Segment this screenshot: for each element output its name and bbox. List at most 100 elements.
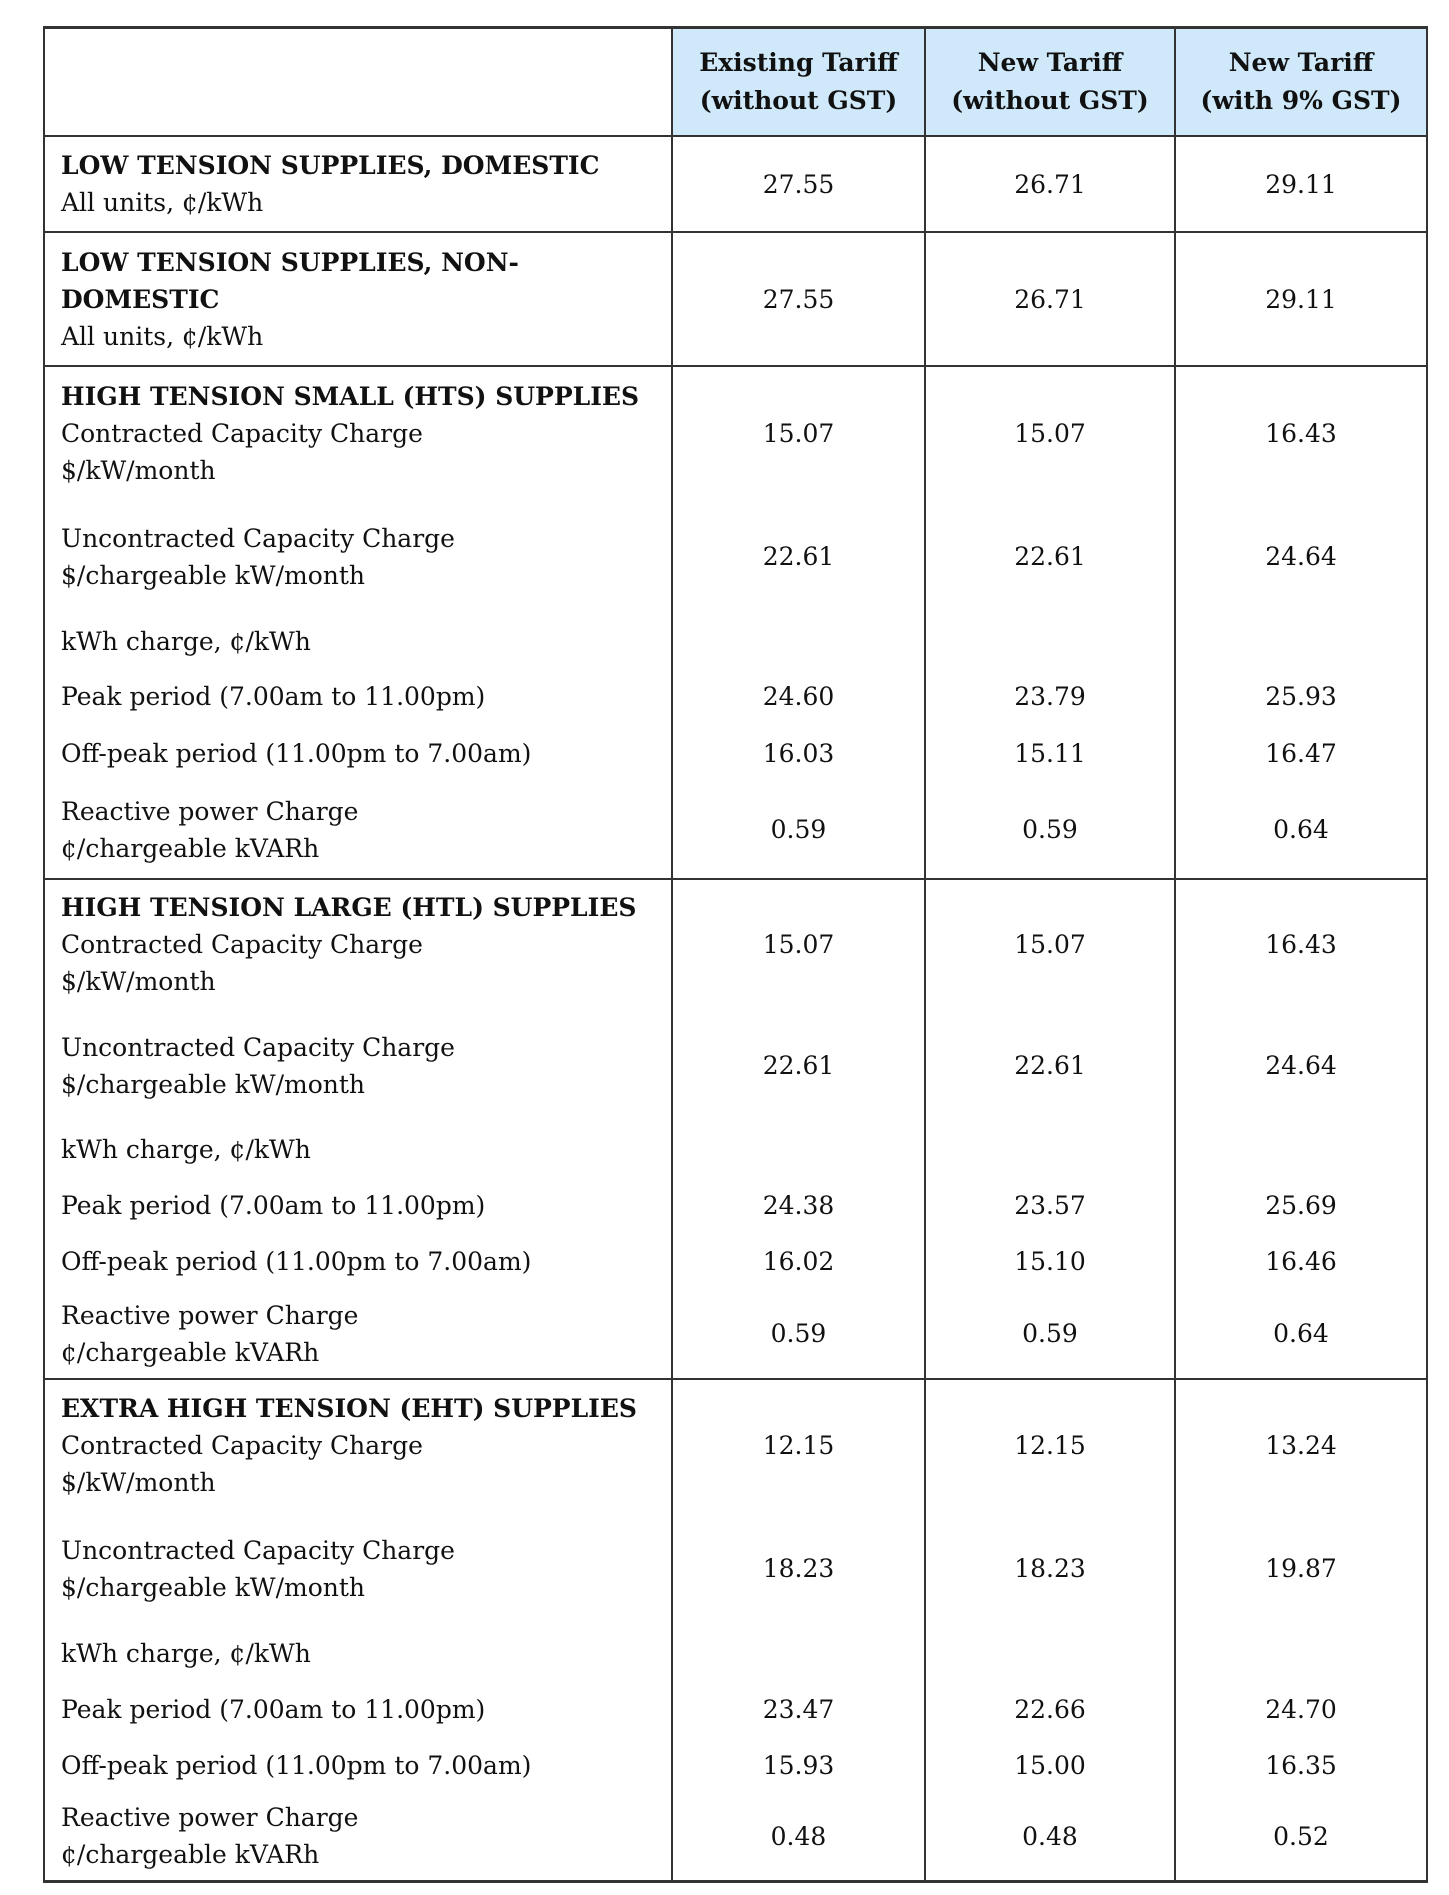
table-row: Uncontracted Capacity Charge $/chargeable… <box>43 499 1428 614</box>
table-row: LOW TENSION SUPPLIES, NON- DOMESTIC All un… <box>43 231 1428 366</box>
table-row: kWh charge, ¢/kWh <box>43 1626 1428 1681</box>
new-tariff-gst-value <box>1174 1626 1428 1681</box>
row-label-line: Uncontracted Capacity Charge <box>61 523 455 553</box>
section-title: LOW TENSION SUPPLIES, DOMESTIC <box>61 151 600 180</box>
new-tariff-gst-value: 16.35 <box>1174 1738 1428 1793</box>
new-tariff-gst-value: 29.11 <box>1174 135 1428 232</box>
table-row: Peak period (7.00am to 11.00pm) 24.60 23.7… <box>43 668 1428 725</box>
section-title: LOW TENSION SUPPLIES, NON- <box>61 247 519 277</box>
row-label: EXTRA HIGH TENSION (EHT) SUPPLIES Contrac… <box>43 1378 673 1511</box>
row-label: Reactive power Charge ¢/chargeable kVARh <box>43 1793 673 1883</box>
row-label-line: Uncontracted Capacity Charge <box>61 1032 455 1062</box>
row-label: Uncontracted Capacity Charge $/chargeable… <box>43 1511 673 1626</box>
new-tariff-value <box>924 614 1176 668</box>
new-tariff-value: 23.79 <box>924 668 1176 725</box>
table-row: Reactive power Charge ¢/chargeable kVARh 0… <box>43 1793 1428 1883</box>
new-tariff-value: 0.59 <box>924 781 1176 879</box>
column-header-line: (with 9% GST) <box>1200 86 1402 115</box>
row-label-line: Peak period (7.00am to 11.00pm) <box>61 1190 486 1220</box>
row-label: Off-peak period (11.00pm to 7.00am) <box>43 725 673 781</box>
new-tariff-value <box>924 1626 1176 1681</box>
table-row: kWh charge, ¢/kWh <box>43 1122 1428 1177</box>
row-label-line: Contracted Capacity Charge <box>61 418 423 448</box>
table-row: Reactive power Charge ¢/chargeable kVARh 0… <box>43 781 1428 879</box>
new-tariff-gst-value: 24.64 <box>1174 1009 1428 1122</box>
new-tariff-value: 15.07 <box>924 365 1176 499</box>
tariff-section: EXTRA HIGH TENSION (EHT) SUPPLIES Contrac… <box>43 1378 1428 1883</box>
existing-tariff-value <box>671 614 926 668</box>
row-label-line: Peak period (7.00am to 11.00pm) <box>61 1695 486 1724</box>
tariff-section: LOW TENSION SUPPLIES, NON- DOMESTIC All un… <box>43 231 1428 366</box>
section-title: EXTRA HIGH TENSION (EHT) SUPPLIES <box>61 1394 637 1423</box>
tariff-section: LOW TENSION SUPPLIES, DOMESTIC All units,… <box>43 135 1428 232</box>
new-tariff-gst-value: 0.64 <box>1174 781 1428 879</box>
new-tariff-gst-value <box>1174 614 1428 668</box>
new-tariff-value: 26.71 <box>924 231 1176 366</box>
column-header: New Tariff (with 9% GST) <box>1174 26 1428 137</box>
new-tariff-gst-value: 25.69 <box>1174 1177 1428 1233</box>
existing-tariff-value: 27.55 <box>671 231 926 366</box>
row-label-line: Reactive power Charge <box>61 796 359 826</box>
row-label: Off-peak period (11.00pm to 7.00am) <box>43 1738 673 1793</box>
row-label: kWh charge, ¢/kWh <box>43 1626 673 1681</box>
table-row: Peak period (7.00am to 11.00pm) 23.47 22.6… <box>43 1681 1428 1738</box>
row-label-line: All units, ¢/kWh <box>61 188 264 217</box>
new-tariff-value: 22.66 <box>924 1681 1176 1738</box>
new-tariff-gst-value: 24.70 <box>1174 1681 1428 1738</box>
table-row: Uncontracted Capacity Charge $/chargeable… <box>43 1009 1428 1122</box>
existing-tariff-value <box>671 1626 926 1681</box>
new-tariff-gst-value: 16.47 <box>1174 725 1428 781</box>
row-label: kWh charge, ¢/kWh <box>43 1122 673 1177</box>
existing-tariff-value: 12.15 <box>671 1378 926 1511</box>
table-header: Existing Tariff (without GST) New Tariff (w… <box>43 26 1428 137</box>
existing-tariff-value: 0.59 <box>671 1289 926 1379</box>
table-row: EXTRA HIGH TENSION (EHT) SUPPLIES Contrac… <box>43 1378 1428 1511</box>
existing-tariff-value: 16.02 <box>671 1233 926 1289</box>
row-label-line: Contracted Capacity Charge <box>61 1431 423 1460</box>
new-tariff-value: 0.59 <box>924 1289 1176 1379</box>
column-header-line: (without GST) <box>951 86 1149 115</box>
existing-tariff-value: 0.48 <box>671 1793 926 1883</box>
new-tariff-gst-value: 25.93 <box>1174 668 1428 725</box>
existing-tariff-value: 24.38 <box>671 1177 926 1233</box>
new-tariff-gst-value: 19.87 <box>1174 1511 1428 1626</box>
existing-tariff-value: 15.93 <box>671 1738 926 1793</box>
row-label: LOW TENSION SUPPLIES, DOMESTIC All units,… <box>43 135 673 232</box>
row-label: HIGH TENSION SMALL (HTS) SUPPLIES Contrac… <box>43 365 673 499</box>
row-label-line: ¢/chargeable kVARh <box>61 1337 320 1367</box>
new-tariff-value: 0.48 <box>924 1793 1176 1883</box>
column-header: New Tariff (without GST) <box>924 26 1176 137</box>
row-label: Peak period (7.00am to 11.00pm) <box>43 1681 673 1738</box>
row-label-line: $/kW/month <box>61 1468 216 1497</box>
table-row: kWh charge, ¢/kWh <box>43 614 1428 668</box>
column-header: Existing Tariff (without GST) <box>671 26 926 137</box>
row-label-line: ¢/chargeable kVARh <box>61 833 320 863</box>
row-label: Peak period (7.00am to 11.00pm) <box>43 668 673 725</box>
new-tariff-value <box>924 1122 1176 1177</box>
tariff-section: HIGH TENSION LARGE (HTL) SUPPLIES Contrac… <box>43 878 1428 1379</box>
existing-tariff-value: 22.61 <box>671 499 926 614</box>
new-tariff-value: 26.71 <box>924 135 1176 232</box>
section-title: HIGH TENSION SMALL (HTS) SUPPLIES <box>61 381 640 411</box>
new-tariff-gst-value: 0.52 <box>1174 1793 1428 1883</box>
row-label-line: Reactive power Charge <box>61 1803 359 1833</box>
table-row: Peak period (7.00am to 11.00pm) 24.38 23.5… <box>43 1177 1428 1233</box>
row-label-line: All units, ¢/kWh <box>61 321 264 351</box>
table-row: Off-peak period (11.00pm to 7.00am) 16.03… <box>43 725 1428 781</box>
existing-tariff-value: 22.61 <box>671 1009 926 1122</box>
column-header-line: (without GST) <box>699 86 898 115</box>
row-label-line: kWh charge, ¢/kWh <box>61 626 311 656</box>
new-tariff-gst-value: 16.43 <box>1174 878 1428 1009</box>
table-row: Off-peak period (11.00pm to 7.00am) 15.93… <box>43 1738 1428 1793</box>
tariff-table: Existing Tariff (without GST) New Tariff (w… <box>43 26 1428 1883</box>
existing-tariff-value: 15.07 <box>671 878 926 1009</box>
new-tariff-gst-value <box>1174 1122 1428 1177</box>
row-label-line: Contracted Capacity Charge <box>61 930 423 959</box>
column-header-line: Existing Tariff <box>699 48 898 77</box>
row-label-line: Off-peak period (11.00pm to 7.00am) <box>61 1246 532 1276</box>
table-row: Reactive power Charge ¢/chargeable kVARh 0… <box>43 1289 1428 1379</box>
table-row: Off-peak period (11.00pm to 7.00am) 16.02… <box>43 1233 1428 1289</box>
row-label: Uncontracted Capacity Charge $/chargeable… <box>43 1009 673 1122</box>
row-label: Uncontracted Capacity Charge $/chargeable… <box>43 499 673 614</box>
row-label-line: $/chargeable kW/month <box>61 1572 366 1602</box>
